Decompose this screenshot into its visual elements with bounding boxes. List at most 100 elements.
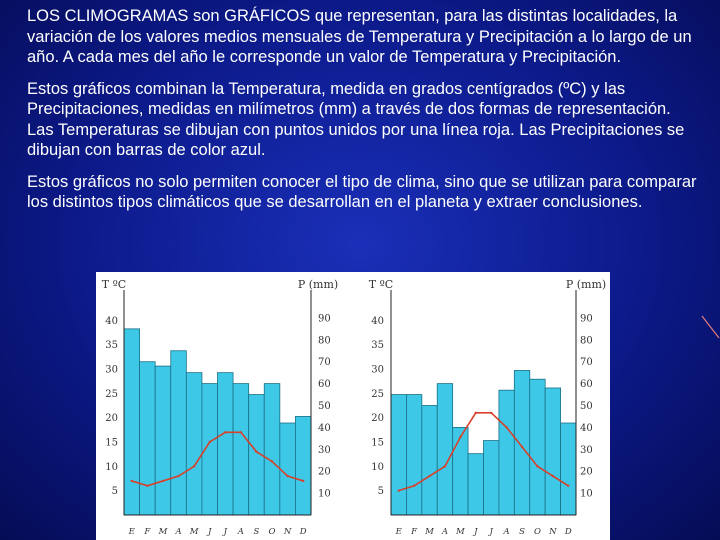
temperature-point — [270, 460, 274, 463]
temp-tick-label: 35 — [371, 340, 384, 351]
intro-text: LOS CLIMOGRAMAS son GRÁFICOS que represe… — [27, 6, 697, 224]
precip-tick-label: 10 — [580, 489, 593, 500]
temp-tick-label: 40 — [105, 316, 118, 327]
precip-bar — [295, 416, 312, 516]
temperature-point — [474, 411, 477, 414]
precip-bar — [498, 389, 515, 516]
precip-tick-label: 20 — [580, 467, 593, 478]
temp-tick-label: 5 — [378, 486, 384, 497]
precip-tick-label: 90 — [580, 313, 593, 324]
precip-bar — [279, 422, 296, 516]
month-label: N — [283, 527, 292, 537]
precip-bar — [544, 387, 561, 516]
precip-tick-label: 40 — [580, 423, 593, 434]
temp-tick-label: 5 — [112, 486, 118, 497]
precip-tick-label: 80 — [580, 335, 593, 346]
month-label: O — [534, 527, 541, 537]
precip-bar — [232, 383, 250, 516]
temperature-line — [398, 412, 569, 492]
precip-bar — [406, 394, 423, 516]
month-label: E — [128, 527, 136, 537]
month-label: F — [143, 527, 151, 537]
precip-tick-label: 50 — [318, 401, 331, 412]
precip-tick-label: 70 — [580, 357, 593, 368]
temp-tick-label: 10 — [105, 462, 118, 473]
temp-tick-label: 25 — [371, 389, 384, 400]
temp-tick-label: 20 — [371, 413, 384, 424]
precip-bar — [560, 422, 577, 516]
temperature-point — [412, 484, 416, 487]
month-label: M — [424, 527, 434, 537]
month-label: D — [564, 527, 572, 537]
precip-tick-label: 60 — [580, 379, 593, 390]
paragraph-1: LOS CLIMOGRAMAS son GRÁFICOS que represe… — [27, 7, 692, 66]
month-label: M — [158, 527, 168, 537]
month-label: D — [299, 527, 307, 537]
precip-bar — [467, 453, 484, 516]
temperature-point — [459, 435, 462, 439]
temperature-point — [177, 474, 180, 478]
precip-bar — [421, 405, 438, 516]
precip-bar — [390, 394, 407, 516]
precip-bar — [185, 372, 203, 516]
climograms-svg: T ºC P (mm) 40 35 30 25 20 15 10 5 90 80 70 60 50 40 30 2… — [102, 278, 606, 537]
precip-bar — [123, 328, 140, 516]
temperature-point — [505, 426, 508, 429]
temp-tick-label: 35 — [105, 340, 118, 351]
temperature-point — [239, 431, 243, 434]
temperature-point — [490, 411, 493, 414]
month-label: J — [487, 527, 493, 537]
temp-tick-label: 25 — [105, 389, 118, 400]
precip-axis-label: P (mm) — [566, 278, 606, 291]
month-label: J — [472, 527, 478, 537]
temperature-point — [286, 474, 289, 478]
paragraph-3: Estos gráficos no solo permiten conocer … — [27, 172, 697, 212]
month-label: A — [237, 527, 244, 537]
month-label: M — [455, 527, 465, 537]
temperature-point — [536, 465, 539, 468]
temperature-point — [255, 450, 258, 453]
precip-tick-label: 80 — [318, 335, 331, 346]
precip-tick-label: 90 — [318, 313, 331, 324]
temp-axis-label: T ºC — [102, 278, 126, 291]
month-label: J — [206, 527, 212, 537]
precip-axis-label: P (mm) — [298, 278, 338, 291]
climograms-figure: T ºC P (mm) 40 35 30 25 20 15 10 5 90 80 70 60 50 40 30 2… — [96, 272, 610, 540]
temperature-point — [130, 479, 133, 483]
precip-bar — [452, 426, 469, 516]
temperature-line — [131, 431, 304, 487]
temperature-point — [302, 479, 305, 483]
temperature-point — [161, 479, 165, 483]
temperature-point — [146, 484, 149, 487]
temperature-point — [520, 445, 524, 449]
paragraph-2: Estos gráficos combinan la Temperatura, … — [27, 79, 685, 160]
precip-tick-label: 30 — [318, 445, 331, 456]
precip-bar — [217, 372, 234, 516]
temp-tick-label: 10 — [371, 462, 384, 473]
temperature-point — [192, 465, 196, 468]
precip-tick-label: 60 — [318, 379, 331, 390]
temperature-point — [567, 484, 570, 487]
precip-bar — [170, 350, 187, 516]
month-label: J — [222, 527, 228, 537]
month-label: E — [395, 527, 403, 537]
temp-tick-label: 30 — [371, 365, 384, 376]
precip-tick-label: 30 — [580, 445, 593, 456]
temperature-point — [397, 489, 400, 492]
month-label: M — [189, 527, 199, 537]
precip-bar — [263, 383, 281, 516]
precip-bar — [513, 370, 531, 516]
month-label: S — [519, 527, 525, 537]
temp-tick-label: 15 — [105, 438, 118, 449]
month-label: N — [548, 527, 557, 537]
decorative-line — [701, 315, 720, 339]
precip-tick-label: 40 — [318, 423, 331, 434]
month-label: O — [269, 527, 276, 537]
temperature-point — [443, 465, 447, 468]
precip-bar — [139, 361, 156, 516]
precip-tick-label: 70 — [318, 357, 331, 368]
temperature-point — [208, 440, 211, 444]
month-label: A — [441, 527, 448, 537]
precip-bar — [529, 378, 546, 516]
temperature-point — [428, 474, 431, 478]
